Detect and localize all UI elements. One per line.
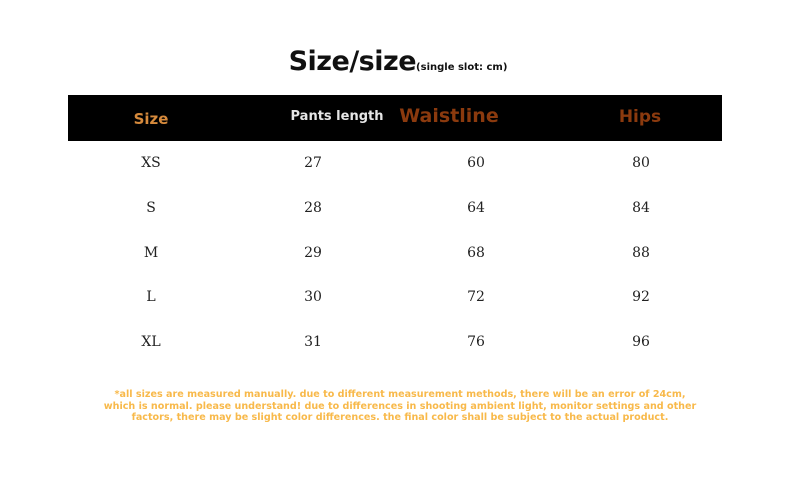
table-cell: 92 [632, 289, 650, 305]
table-cell: 31 [304, 334, 322, 350]
table-cell: XL [141, 334, 161, 350]
table-cell: 76 [467, 334, 485, 350]
page-title: Size/size(single slot: cm) [0, 46, 796, 77]
table-cell: 27 [304, 155, 322, 171]
table-cell: 84 [632, 200, 650, 216]
table-cell: XS [141, 155, 161, 171]
table-cell: 64 [467, 200, 485, 216]
table-cell: 29 [304, 245, 322, 261]
table-cell: 68 [467, 245, 485, 261]
table-cell: 88 [632, 245, 650, 261]
table-cell: S [146, 200, 156, 216]
header-waistline: Waistline [399, 105, 499, 127]
table-cell: M [143, 245, 159, 261]
table-header: Size Pants length Waistline Hips [68, 95, 722, 141]
table-cell: L [146, 289, 156, 305]
title-sub: (single slot: cm) [416, 62, 508, 73]
table-cell: 96 [632, 334, 650, 350]
disclaimer-note: *all sizes are measured manually. due to… [103, 389, 697, 423]
table-cell: 72 [467, 289, 485, 305]
header-pants-length: Pants length [290, 109, 384, 124]
header-hips: Hips [618, 107, 662, 127]
title-main: Size/size [288, 46, 417, 77]
table-cell: 28 [304, 200, 322, 216]
table-cell: 80 [632, 155, 650, 171]
table-cell: 30 [304, 289, 322, 305]
table-cell: 60 [467, 155, 485, 171]
header-size: Size [133, 110, 169, 128]
